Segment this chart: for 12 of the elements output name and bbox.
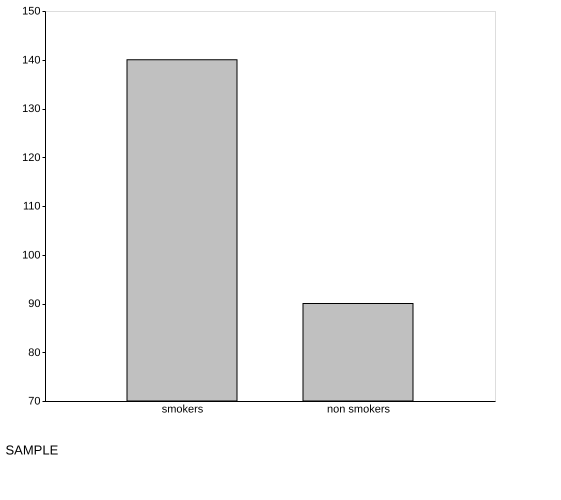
y-tick-label: 90 (28, 298, 40, 310)
x-tick-label: non smokers (327, 404, 390, 416)
y-tick-label: 140 (22, 54, 40, 66)
y-tick-label: 120 (22, 152, 40, 164)
y-tick-label: 110 (22, 200, 40, 212)
y-tick-label: 70 (28, 396, 40, 408)
y-tick-label: 150 (22, 6, 40, 18)
y-tick-label: 80 (28, 346, 40, 359)
x-axis-title: SAMPLE (6, 442, 59, 458)
y-tick-label: 130 (22, 103, 40, 115)
y-tick-label: 100 (22, 249, 40, 262)
x-tick-label: smokers (162, 404, 204, 416)
